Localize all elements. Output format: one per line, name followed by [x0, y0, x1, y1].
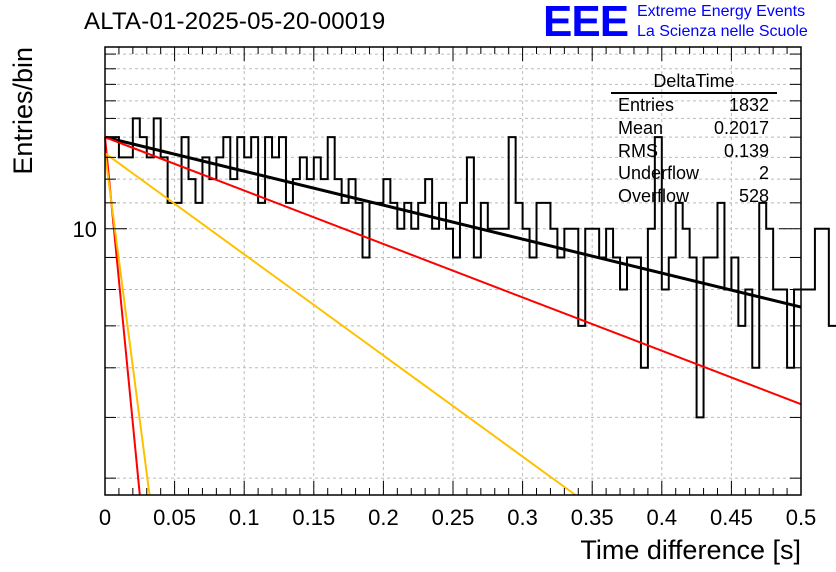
stats-value: 0.139	[723, 140, 769, 161]
x-tick-label: 0.05	[153, 505, 196, 530]
x-tick-label: 0.35	[571, 505, 614, 530]
stats-title: DeltaTime	[611, 70, 777, 94]
x-tick-label: 0.4	[647, 505, 678, 530]
x-tick-label: 0.5	[786, 505, 817, 530]
stats-row: Mean 0.2017	[611, 117, 777, 140]
stats-value: 528	[738, 186, 769, 207]
stats-label: Underflow	[618, 163, 700, 184]
stats-label: Overflow	[618, 186, 690, 207]
x-tick-label: 0.1	[229, 505, 260, 530]
stats-value: 1832	[728, 95, 769, 115]
x-axis-label: Time difference [s]	[580, 535, 801, 565]
fit-line	[104, 136, 802, 406]
eee-subtitle-line1: Extreme Energy Events	[637, 3, 806, 20]
stats-row: RMS 0.139	[611, 140, 777, 163]
y-axis-label: Entries/bin	[8, 47, 38, 175]
stats-label: Mean	[618, 117, 664, 138]
stats-value: 0.2017	[713, 117, 769, 138]
eee-subtitle-line2: La Scienza nelle Scuole	[637, 23, 808, 40]
stats-label: Entries	[618, 95, 675, 115]
fit-curves	[104, 135, 802, 496]
axis-ticks	[104, 47, 802, 495]
x-tick-label: 0.15	[292, 505, 335, 530]
histogram	[105, 117, 836, 419]
stats-row: Underflow 2	[611, 162, 777, 185]
stats-box: DeltaTime Entries 1832 Mean 0.2017 RMS 0.139 U…	[611, 70, 777, 208]
fit-line	[104, 152, 577, 496]
stats-label: RMS	[618, 140, 658, 161]
chart-title: ALTA-01-2025-05-20-00019	[84, 8, 386, 35]
histogram-steps	[105, 117, 836, 419]
x-tick-label: 0.25	[432, 505, 475, 530]
stats-row: Entries 1832	[611, 94, 777, 117]
y-tick-label: 10	[73, 217, 97, 242]
fit-line	[104, 153, 151, 496]
stats-value: 2	[758, 163, 769, 184]
y-tick-labels: 10	[73, 217, 97, 242]
fit-line	[104, 135, 802, 309]
eee-logo: EEE	[543, 0, 629, 46]
x-tick-label: 0.45	[710, 505, 753, 530]
x-tick-label: 0	[99, 505, 111, 530]
x-tick-label: 0.2	[368, 505, 399, 530]
stats-row: Overflow 528	[611, 185, 777, 208]
x-tick-labels: 0 0.05 0.1 0.15 0.2 0.25 0.3 0.35 0.4 0.45 0.5	[99, 505, 816, 530]
x-tick-label: 0.3	[507, 505, 538, 530]
